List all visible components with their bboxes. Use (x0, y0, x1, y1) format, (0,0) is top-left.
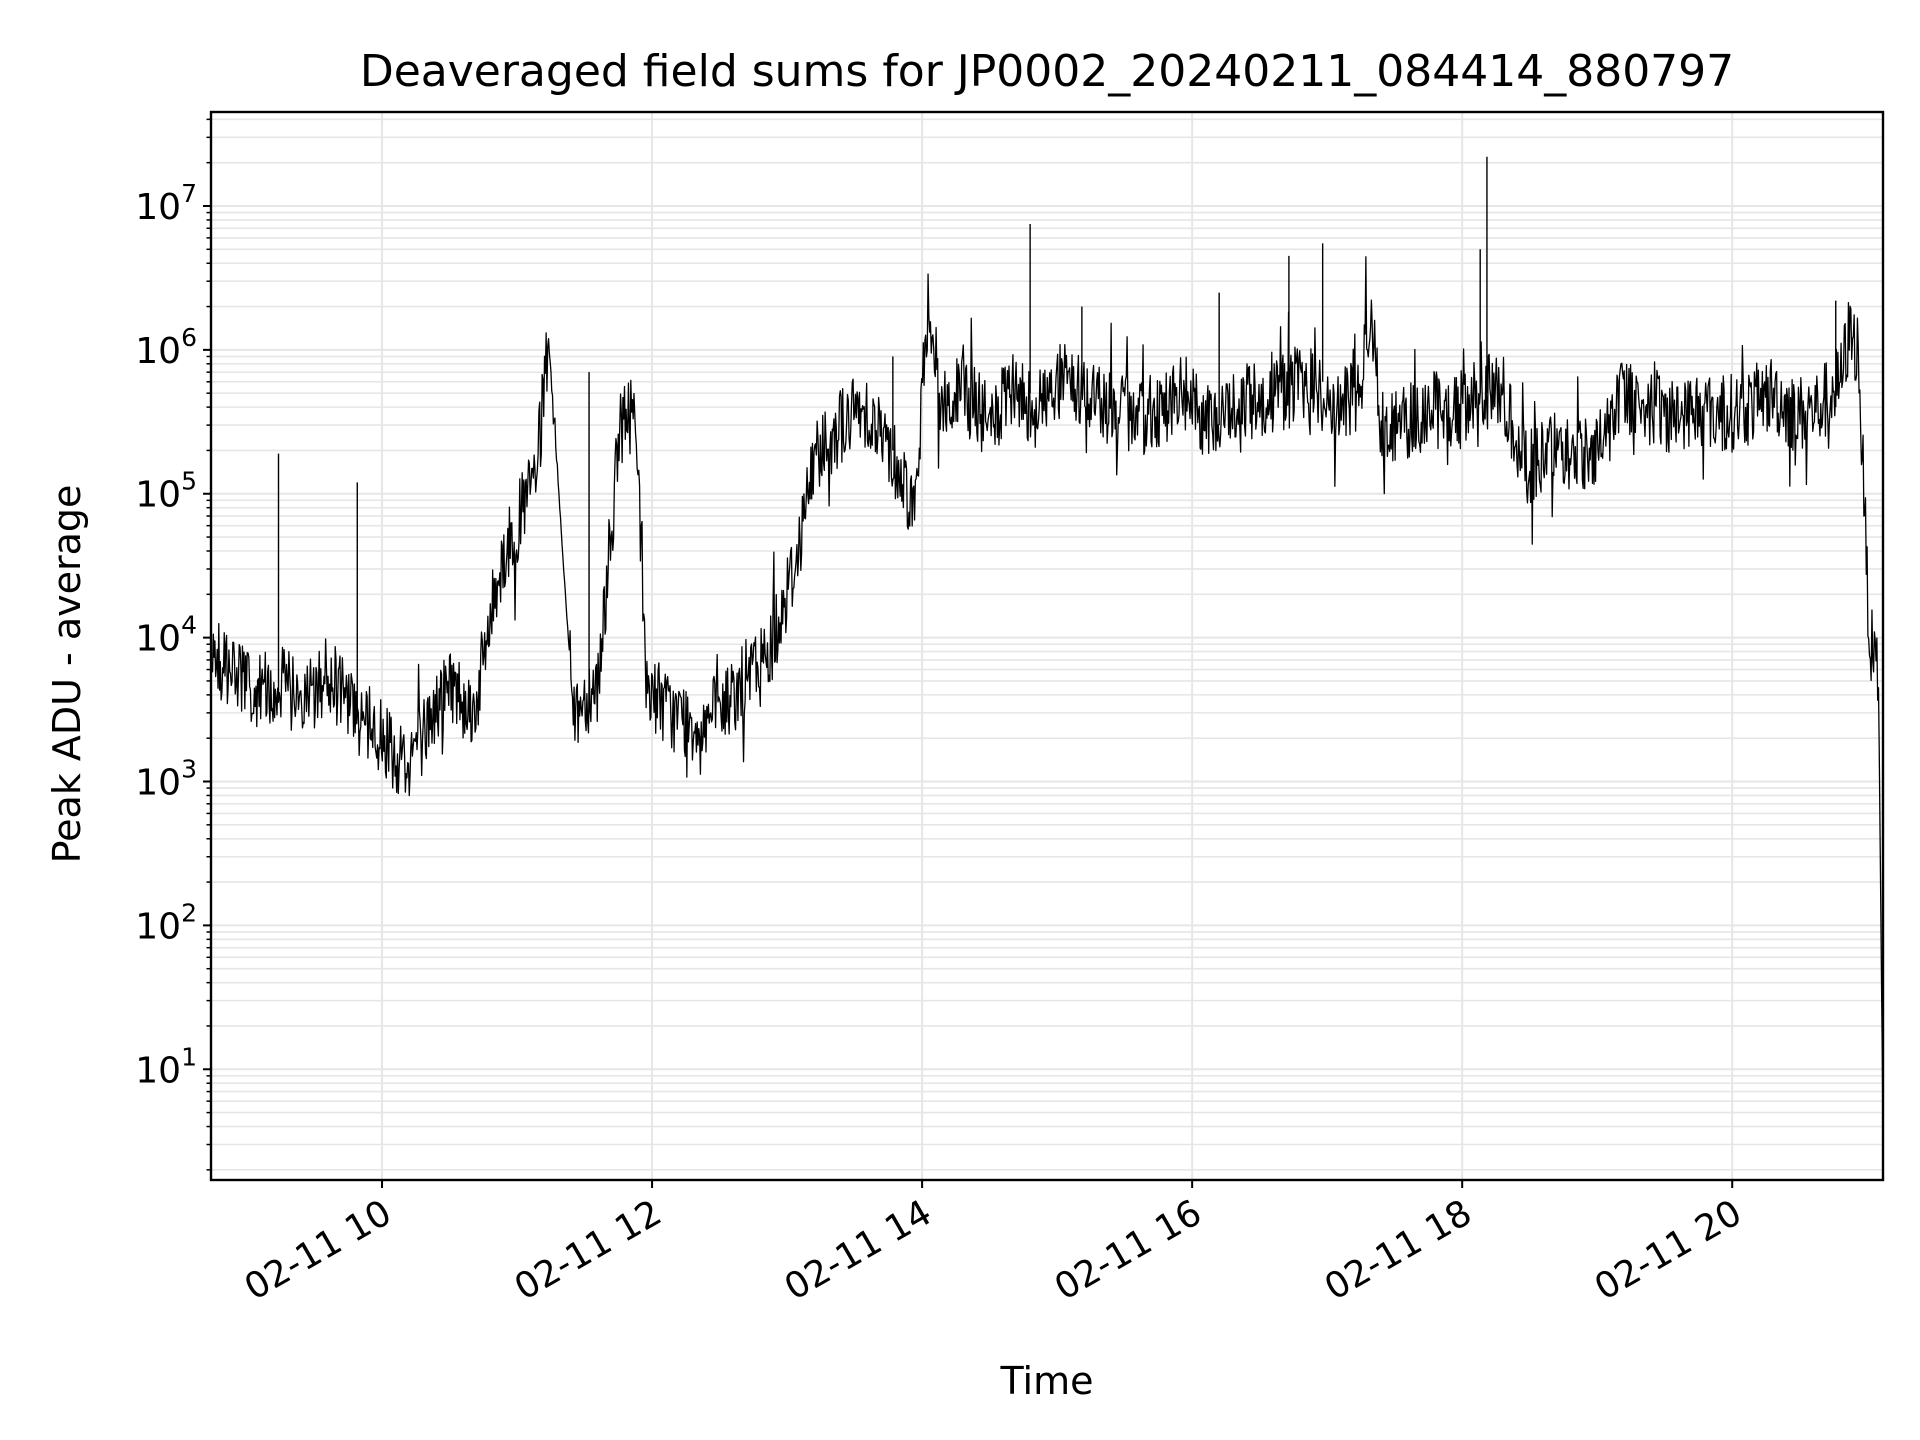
y-tick-label: 103 (135, 755, 197, 804)
data-series (210, 156, 1884, 1127)
chart-title: Deaveraged field sums for JP0002_2024021… (360, 46, 1734, 97)
axis-ticks: 02-11 10 02-11 12 02-11 14 02-11 16 02-11 18… (135, 118, 1749, 1309)
series-line (210, 256, 1884, 1127)
x-tick-label: 02-11 16 (1048, 1192, 1209, 1308)
x-tick-label: 02-11 10 (238, 1192, 399, 1308)
x-tick-label: 02-11 12 (508, 1192, 669, 1308)
x-tick-label: 02-11 20 (1588, 1192, 1749, 1308)
y-tick-label: 105 (135, 467, 197, 516)
plot-frame (209, 110, 1885, 1182)
grid-lines (211, 112, 1883, 1180)
y-axis-label: Peak ADU - average (45, 485, 89, 864)
y-tick-label: 106 (135, 323, 197, 372)
x-tick-label: 02-11 14 (778, 1192, 939, 1308)
y-tick-label: 107 (135, 179, 197, 228)
y-tick-label: 101 (135, 1042, 197, 1091)
x-tick-label: 02-11 18 (1318, 1192, 1479, 1308)
x-axis-label: Time (1000, 1359, 1094, 1403)
y-tick-label: 104 (135, 611, 197, 660)
y-tick-label: 102 (135, 898, 197, 947)
